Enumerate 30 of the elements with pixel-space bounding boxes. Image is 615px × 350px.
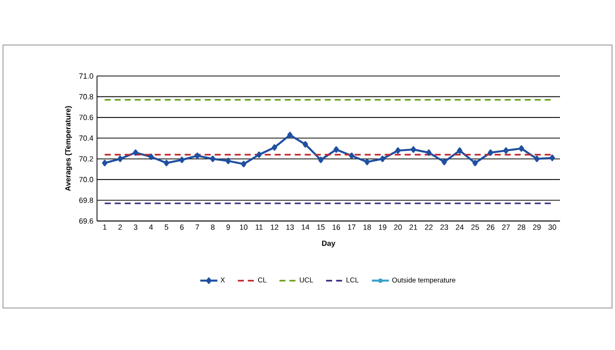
point bbox=[318, 156, 324, 164]
point bbox=[503, 147, 509, 154]
point bbox=[148, 154, 154, 160]
point bbox=[210, 156, 216, 162]
point bbox=[364, 158, 370, 166]
point bbox=[256, 152, 262, 158]
point bbox=[349, 152, 354, 159]
point bbox=[194, 152, 200, 159]
point bbox=[102, 160, 108, 166]
point bbox=[226, 158, 231, 164]
point bbox=[426, 149, 432, 156]
point bbox=[272, 144, 278, 151]
point bbox=[164, 160, 170, 166]
point bbox=[395, 147, 401, 154]
point bbox=[132, 149, 138, 156]
point bbox=[472, 160, 478, 166]
point bbox=[534, 156, 540, 162]
point bbox=[240, 160, 246, 168]
point bbox=[302, 141, 308, 148]
point bbox=[118, 156, 123, 162]
point bbox=[518, 145, 524, 152]
point bbox=[488, 149, 494, 156]
point bbox=[334, 146, 339, 153]
point bbox=[287, 132, 293, 138]
point bbox=[442, 158, 447, 166]
point bbox=[550, 154, 555, 162]
point bbox=[457, 147, 462, 154]
point bbox=[410, 146, 416, 153]
point bbox=[380, 156, 386, 162]
point bbox=[179, 156, 185, 164]
